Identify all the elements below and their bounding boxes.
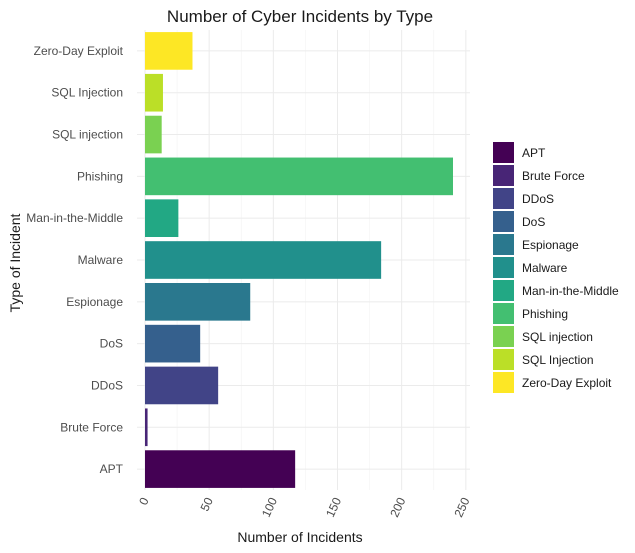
x-tick-label: 50 (198, 495, 216, 513)
x-tick-labels: 0 50 100 150 200 250 (136, 495, 472, 519)
legend-label: Malware (522, 261, 568, 275)
legend-label: Zero-Day Exploit (522, 376, 612, 390)
bar (145, 324, 201, 363)
bar (145, 115, 162, 154)
bar (145, 283, 251, 321)
legend-swatch (493, 142, 514, 163)
legend-label: DDoS (522, 192, 554, 206)
y-tick-label: Zero-Day Exploit (34, 44, 124, 58)
legend-label: APT (522, 146, 546, 160)
legend-label: SQL injection (522, 330, 593, 344)
legend-label: Man-in-the-Middle (522, 284, 619, 298)
y-tick-label: Brute Force (60, 420, 123, 434)
legend-swatch (493, 211, 514, 232)
legend-label: Phishing (522, 307, 568, 321)
bar (145, 199, 179, 237)
bar (145, 73, 163, 112)
x-axis-title: Number of Incidents (237, 529, 362, 545)
bar (145, 408, 148, 447)
bar (145, 366, 219, 405)
legend-swatch (493, 188, 514, 209)
y-tick-label: DDoS (91, 378, 123, 392)
legend-swatch (493, 372, 514, 393)
legend-label: DoS (522, 215, 545, 229)
legend-swatch (493, 303, 514, 324)
legend-label: SQL Injection (522, 353, 594, 367)
y-tick-label: Espionage (66, 295, 123, 309)
chart-title: Number of Cyber Incidents by Type (167, 7, 433, 26)
legend: APT Brute Force DDoS DoS Espionage Malware Man… (493, 142, 619, 393)
y-tick-label: DoS (100, 337, 123, 351)
legend-label: Brute Force (522, 169, 585, 183)
bar (145, 157, 453, 196)
legend-swatch (493, 280, 514, 301)
y-tick-label: APT (100, 462, 124, 476)
y-tick-label: SQL Injection (51, 86, 123, 100)
legend-swatch (493, 257, 514, 278)
y-tick-label: Man-in-the-Middle (26, 211, 123, 225)
bar (145, 32, 193, 70)
x-tick-label: 150 (323, 495, 344, 519)
bar (145, 450, 296, 488)
bars (145, 32, 453, 488)
y-tick-label: Malware (78, 253, 124, 267)
y-axis-title: Type of Incident (7, 213, 23, 312)
x-tick-label: 0 (136, 495, 152, 507)
legend-swatch (493, 165, 514, 186)
y-tick-label: SQL injection (52, 128, 123, 142)
x-tick-label: 100 (259, 495, 280, 519)
legend-label: Espionage (522, 238, 579, 252)
y-tick-label: Phishing (77, 169, 123, 183)
legend-swatch (493, 234, 514, 255)
x-tick-label: 250 (451, 495, 472, 519)
bar (145, 241, 382, 279)
y-tick-labels: APT Brute Force DDoS DoS Espionage Malware Man… (26, 44, 123, 476)
legend-swatch (493, 326, 514, 347)
legend-swatch (493, 349, 514, 370)
x-tick-label: 200 (387, 495, 408, 519)
